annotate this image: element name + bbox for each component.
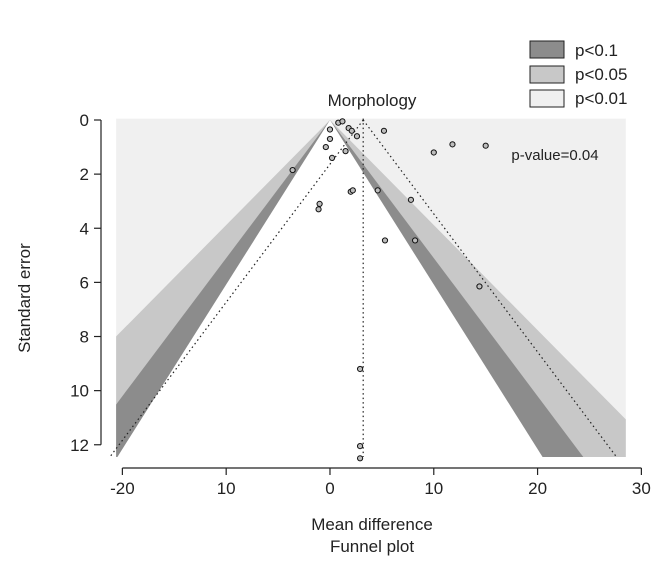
axes: 0 2 4 6 8 10 12 -20 10 0 10 20 30 [70,111,651,498]
reference-lines [109,118,617,458]
study-point-13 [342,148,349,155]
study-point-18 [374,187,381,194]
study-point-11 [482,142,489,149]
study-point-21 [315,206,322,213]
y-tick-label: 0 [80,111,89,130]
study-point-2 [339,118,346,125]
study-point-7 [326,135,334,143]
legend-swatch-p005 [529,65,565,84]
contour-nonsignificant [117,120,543,457]
study-point-14 [328,154,336,161]
study-point-10 [449,141,456,148]
legend-label-p001: p<0.01 [575,89,627,108]
y-tick-label: 4 [80,219,89,238]
x-axis-title: Mean difference [311,515,433,534]
study-point-26 [356,443,364,450]
study-point-17 [349,187,356,194]
ci-line-left [109,119,364,458]
chart-subtitle: Funnel plot [330,537,414,556]
study-point-23 [411,237,419,244]
p-value-annotation: p-value=0.04 [511,147,598,164]
study-point-9 [322,143,329,151]
study-point-12 [430,149,437,156]
y-axis-title: Standard error [15,243,34,353]
study-point-19 [407,196,415,203]
study-point-25 [356,365,364,373]
x-tick-label: 10 [424,479,443,498]
x-tick-label: 30 [632,479,651,498]
study-point-20 [316,200,323,207]
x-tick-label: -20 [110,479,135,498]
legend-swatch-p001 [529,89,565,108]
study-point-15 [289,166,296,174]
x-tick-label: 20 [528,479,547,498]
study-point-3 [326,126,334,133]
x-tick-label: 10 [217,479,236,498]
y-tick-label: 2 [80,165,89,184]
study-point-24 [476,283,483,290]
legend-label-p01: p<0.1 [575,41,618,60]
ci-line-right [362,119,617,458]
study-point-5 [348,127,355,134]
legend: p<0.1 p<0.05 p<0.01 [529,40,627,108]
legend-label-p005: p<0.05 [575,65,627,84]
study-point-22 [381,237,389,244]
study-point-8 [353,133,361,140]
x-tick-label: 0 [325,479,334,498]
study-points [289,118,489,462]
y-tick-label: 6 [80,273,89,292]
legend-swatch-p01 [529,40,565,59]
significance-contours [116,120,626,457]
y-tick-label: 10 [70,382,89,401]
study-point-27 [356,455,364,462]
y-tick-label: 8 [80,328,89,347]
study-point-6 [380,127,388,134]
y-tick-label: 12 [70,436,89,455]
chart-title: Morphology [328,91,417,110]
